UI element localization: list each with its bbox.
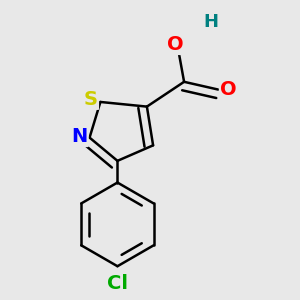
Text: N: N: [71, 127, 88, 146]
Text: H: H: [203, 13, 218, 31]
Text: O: O: [220, 80, 236, 99]
Text: Cl: Cl: [107, 274, 128, 293]
Text: O: O: [167, 35, 184, 54]
Text: S: S: [84, 90, 98, 109]
